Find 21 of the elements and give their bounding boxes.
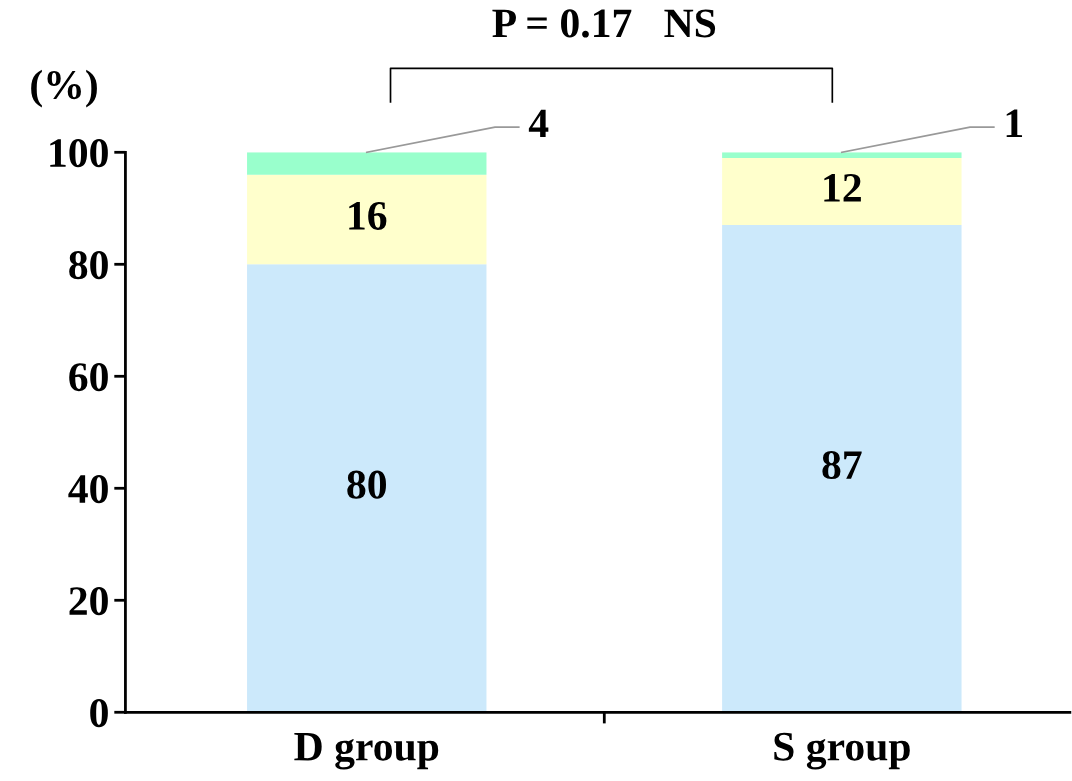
data-label: 4 bbox=[528, 109, 549, 138]
bar bbox=[722, 225, 962, 713]
text: P = 0.17 NS bbox=[492, 9, 716, 38]
y-tick-label: 20 bbox=[69, 587, 108, 616]
bar bbox=[247, 264, 487, 713]
data-label: 1 bbox=[1006, 109, 1023, 138]
data-label: 12 bbox=[824, 173, 861, 202]
x-tick-label: D group bbox=[294, 733, 439, 770]
data-label: 16 bbox=[349, 201, 387, 230]
y-tick-label: 60 bbox=[69, 363, 108, 392]
y-tick-label: 0 bbox=[90, 699, 108, 728]
y-tick-label: 80 bbox=[69, 251, 108, 280]
bar bbox=[722, 157, 962, 226]
bar bbox=[247, 174, 487, 265]
data-label: 87 bbox=[822, 450, 862, 480]
y-tick-label: 100 bbox=[50, 139, 108, 168]
y-axis-title: (%) bbox=[31, 69, 97, 108]
x-tick-label: S group bbox=[774, 732, 910, 770]
y-tick-label: 40 bbox=[68, 475, 108, 504]
bar bbox=[247, 152, 487, 175]
data-label: 80 bbox=[347, 470, 386, 499]
